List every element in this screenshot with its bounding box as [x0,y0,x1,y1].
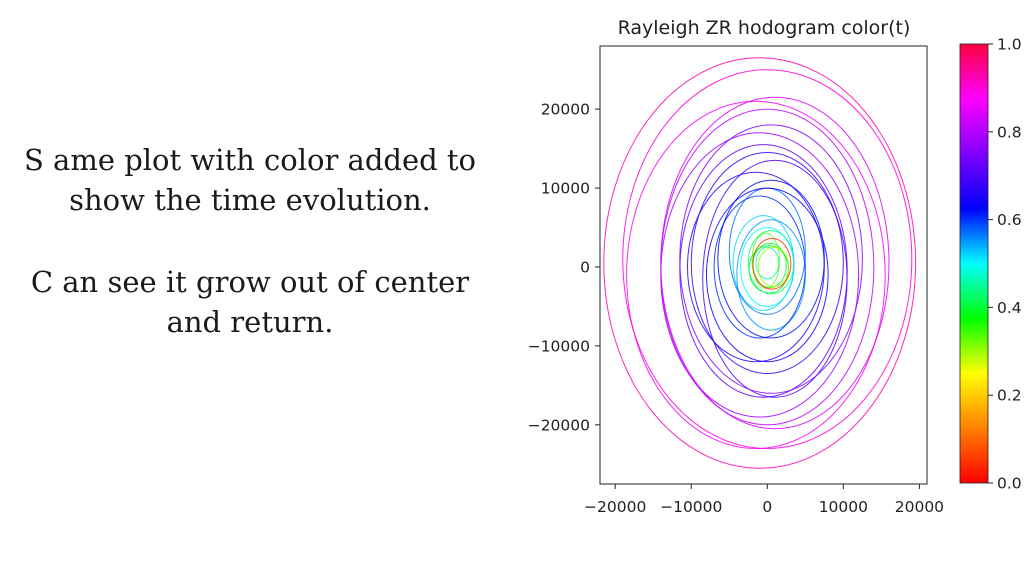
x-tick-label: 0 [762,498,772,516]
y-tick-label: 0 [580,258,590,276]
note-paragraph-2: C an see it grow out of center and retur… [0,262,500,342]
hodogram-loop [732,215,795,311]
hodogram-loop [622,69,913,449]
y-tick-label: 10000 [541,180,590,198]
y-tick-label: −20000 [528,416,590,434]
hodogram-loop [728,187,806,315]
colorbar-tick-label: 1.0 [997,36,1022,54]
hodogram-loop [705,187,829,363]
slide-notes: S ame plot with color added to show the … [0,140,500,384]
y-axis: 20000 10000 0 −10000 −20000 [528,101,600,434]
y-tick-label: −10000 [528,337,590,355]
x-tick-label: 20000 [895,498,944,516]
hodogram-loop [757,246,790,288]
note-line-1: S ame plot with color added to [23,143,477,177]
x-axis: −20000 −10000 0 10000 20000 [584,484,944,516]
hodogram-loop [679,124,863,394]
hodogram-loop [690,152,844,374]
hodogram-loops [603,57,917,469]
colorbar-tick-label: 0.6 [997,211,1022,229]
x-tick-label: −20000 [584,498,646,516]
x-tick-label: −10000 [660,498,722,516]
hodogram-loop [679,144,848,398]
hodogram-loop [603,57,917,469]
hodogram-loop [660,96,890,430]
note-paragraph-1: S ame plot with color added to show the … [0,140,500,220]
note-line-3: C an see it grow out of center [30,265,470,299]
chart-title: Rayleigh ZR hodogram color(t) [618,17,911,39]
x-tick-label: 10000 [819,498,868,516]
colorbar-tick-label: 0.2 [997,387,1022,405]
colorbar [959,43,989,484]
note-line-2: show the time evolution. [69,183,431,217]
hodogram-loop [702,159,848,398]
hodogram-loop [626,100,886,449]
note-line-4: and return. [166,305,334,339]
colorbar-tick-label: 0.0 [997,475,1022,493]
plot-frame [599,45,928,485]
y-tick-label: 20000 [541,101,590,119]
colorbar-axis: 1.0 0.8 0.6 0.4 0.2 0.0 [988,36,1022,493]
colorbar-tick-label: 0.4 [997,299,1022,317]
hodogram-loop [713,195,806,339]
colorbar-tick-label: 0.8 [997,123,1022,141]
hodogram-chart: Rayleigh ZR hodogram color(t) −20000 −100… [528,17,1022,516]
hodogram-loop [752,237,792,290]
hodogram-loop [755,246,780,280]
hodogram-loop [687,171,825,363]
